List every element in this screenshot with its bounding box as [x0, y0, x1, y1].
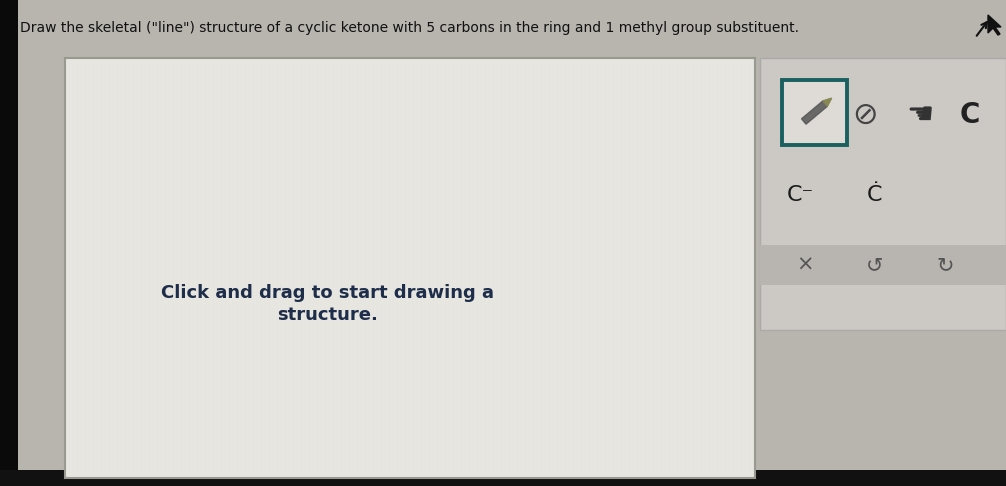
Polygon shape: [802, 101, 828, 124]
Text: Ċ: Ċ: [867, 185, 882, 205]
Text: ↻: ↻: [937, 255, 954, 275]
Polygon shape: [823, 98, 832, 106]
Text: structure.: structure.: [277, 306, 377, 324]
Text: ☚: ☚: [906, 101, 934, 129]
Text: Click and drag to start drawing a: Click and drag to start drawing a: [161, 284, 494, 302]
Bar: [65, 58, 754, 478]
Text: ↺: ↺: [866, 255, 883, 275]
Bar: [760, 58, 1006, 330]
Text: C: C: [960, 101, 980, 129]
Polygon shape: [988, 15, 1001, 35]
Bar: [0, 0, 18, 486]
Text: ×: ×: [797, 255, 814, 275]
Text: C⁻: C⁻: [787, 185, 814, 205]
Bar: [760, 245, 1006, 285]
FancyBboxPatch shape: [782, 80, 847, 145]
Text: Draw the skeletal ("line") structure of a cyclic ketone with 5 carbons in the ri: Draw the skeletal ("line") structure of …: [20, 21, 799, 35]
Bar: [0, 470, 1006, 486]
Text: ⊘: ⊘: [852, 101, 878, 129]
